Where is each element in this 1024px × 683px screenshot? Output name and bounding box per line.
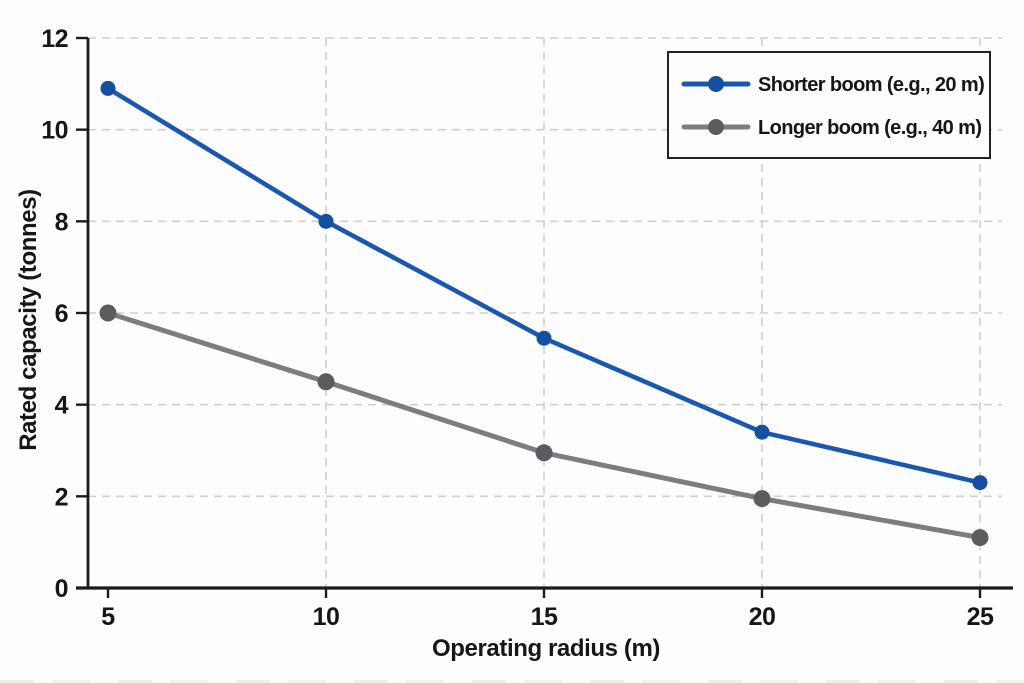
- y-tick-label: 10: [41, 117, 68, 145]
- x-tick-label: 5: [101, 603, 115, 631]
- data-point: [317, 373, 335, 391]
- data-series: [99, 80, 989, 547]
- data-point: [100, 80, 116, 96]
- data-point: [99, 304, 117, 322]
- data-point: [318, 213, 334, 229]
- y-axis-label: Rated capacity (tonnes): [15, 189, 42, 451]
- legend-label: Shorter boom (e.g., 20 m): [758, 74, 984, 96]
- y-tick-label: 0: [55, 575, 68, 603]
- data-point: [753, 490, 771, 508]
- x-axis-label: Operating radius (m): [432, 635, 660, 662]
- legend-swatch-marker: [708, 76, 724, 92]
- data-point: [971, 529, 989, 547]
- data-point: [535, 444, 553, 462]
- legend-box: [667, 51, 991, 159]
- y-tick-label: 4: [55, 392, 69, 420]
- legend-label: Longer boom (e.g., 40 m): [758, 117, 981, 139]
- x-tick-label: 10: [313, 603, 340, 631]
- y-tick-label: 12: [41, 25, 68, 53]
- y-tick-label: 6: [55, 300, 68, 328]
- axes: 0 2 4 6 8 10 12 5 10 15 20 25: [41, 25, 1013, 631]
- data-point: [972, 475, 988, 491]
- x-tick-label: 15: [531, 603, 558, 631]
- legend: Shorter boom (e.g., 20 m) Longer boom (e.…: [667, 51, 991, 159]
- y-tick-label: 8: [55, 208, 69, 236]
- x-tick-label: 25: [967, 603, 994, 631]
- x-tick-label: 20: [749, 603, 776, 631]
- legend-swatch-marker: [708, 119, 724, 135]
- data-point: [536, 330, 552, 346]
- data-point: [754, 424, 770, 440]
- y-tick-label: 2: [55, 483, 68, 511]
- cropped-caption-artifact: [0, 680, 1024, 683]
